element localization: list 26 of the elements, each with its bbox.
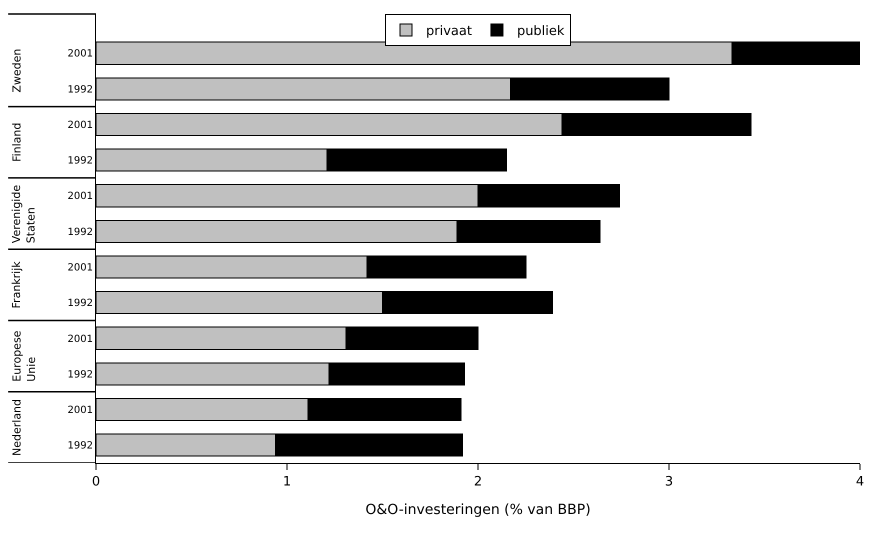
y-tick-label: 1992 — [68, 156, 93, 167]
y-tick-label: 1992 — [68, 226, 93, 238]
x-tick-label: 0 — [92, 474, 100, 490]
x-tick-label: 4 — [856, 474, 864, 490]
y-tick-label: 2001 — [68, 262, 93, 274]
y-tick-label: 2001 — [68, 191, 93, 202]
y-tick-label: 1992 — [68, 369, 93, 380]
x-axis-title: O&O-investeringen (% van BBP) — [365, 502, 591, 518]
y-tick-label: 1992 — [68, 298, 93, 310]
x-tick-label: 2 — [474, 474, 482, 490]
text: Frankrijk — [10, 260, 23, 308]
text: Europese Unie — [10, 330, 38, 382]
text: Zweden — [10, 48, 24, 93]
y-tick-label: 2001 — [68, 120, 93, 131]
y-tick-label: 2001 — [68, 48, 93, 60]
text: Verenigide Staten — [10, 184, 38, 244]
y-tick-label: 2001 — [68, 405, 93, 416]
legend-label: publiek — [516, 24, 565, 40]
x-tick-label: 3 — [664, 474, 674, 490]
y-tick-label: 2001 — [68, 334, 93, 345]
y-tick-label: 1992 — [68, 440, 93, 452]
y-tick-label: 1992 — [68, 84, 93, 96]
text: Finland — [10, 122, 24, 162]
legend-label: privaat — [426, 24, 472, 40]
x-tick-label: 1 — [282, 474, 292, 490]
text: Nederland — [10, 398, 24, 456]
